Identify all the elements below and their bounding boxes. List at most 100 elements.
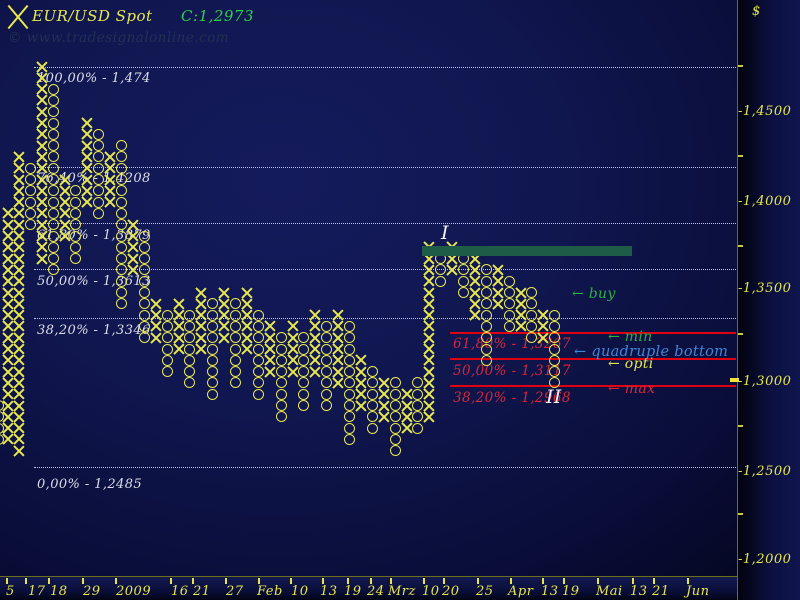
pnf-x-mark — [424, 298, 435, 309]
pnf-o-mark — [549, 354, 561, 366]
pnf-x-mark — [82, 140, 93, 151]
pnf-o-mark — [138, 230, 150, 242]
pnf-o-mark — [138, 320, 150, 332]
pnf-x-mark — [13, 253, 24, 264]
pnf-x-mark — [36, 140, 47, 151]
pnf-o-mark — [389, 388, 401, 400]
time-axis-strip[interactable] — [0, 576, 737, 600]
pnf-o-mark — [549, 377, 561, 389]
time-axis-tick — [115, 578, 117, 584]
pnf-o-mark — [275, 377, 287, 389]
pnf-o-mark — [366, 388, 378, 400]
time-axis-tick — [390, 578, 392, 584]
pnf-x-mark — [2, 208, 13, 219]
pnf-x-mark — [2, 344, 13, 355]
pnf-o-mark — [47, 207, 59, 219]
pnf-x-mark — [13, 264, 24, 275]
pnf-x-mark — [424, 377, 435, 388]
pnf-o-mark — [184, 377, 196, 389]
pnf-o-mark — [321, 366, 333, 378]
pnf-o-mark — [207, 343, 219, 355]
pnf-o-mark — [298, 400, 310, 411]
price-axis-minor-tick — [738, 155, 743, 157]
pnf-o-mark — [207, 320, 219, 332]
pnf-x-mark — [515, 310, 526, 321]
pnf-x-mark — [219, 321, 230, 332]
pnf-o-mark — [344, 320, 355, 332]
pnf-o-mark — [138, 253, 150, 265]
pnf-o-mark — [184, 309, 196, 321]
fib-retracement-line — [34, 269, 736, 270]
time-axis-label: 19 — [562, 584, 580, 599]
time-axis-tick — [25, 578, 27, 584]
pnf-x-mark — [36, 106, 47, 117]
pnf-x-mark — [355, 355, 366, 366]
pnf-o-mark — [366, 422, 378, 434]
pnf-o-mark — [70, 207, 82, 219]
time-axis-tick — [443, 578, 445, 584]
pnf-o-mark — [47, 264, 59, 276]
time-axis-tick — [542, 578, 544, 584]
pnf-o-mark — [549, 366, 561, 378]
pnf-x-mark — [2, 287, 13, 298]
pnf-x-mark — [13, 197, 24, 208]
pnf-o-mark — [47, 219, 59, 231]
pnf-o-mark — [207, 377, 219, 389]
pnf-x-mark — [173, 344, 184, 355]
pnf-x-mark — [82, 197, 93, 208]
pnf-o-mark — [230, 320, 241, 332]
pnf-x-mark — [538, 310, 549, 321]
pnf-o-mark — [230, 332, 241, 344]
pnf-x-mark — [424, 332, 435, 343]
price-axis-strip[interactable] — [737, 0, 800, 600]
pnf-o-mark — [207, 298, 219, 310]
pnf-o-mark — [275, 388, 287, 400]
pnf-x-mark — [492, 276, 503, 287]
pnf-o-mark — [321, 343, 333, 355]
currency-unit-label: $ — [752, 4, 761, 19]
time-axis-tick — [423, 578, 425, 584]
pnf-o-mark — [298, 343, 310, 355]
pnf-x-mark — [196, 298, 207, 309]
time-axis-label: 20 — [442, 584, 460, 599]
pnf-o-mark — [252, 366, 264, 378]
pnf-o-mark — [161, 366, 173, 378]
time-axis-tick — [632, 578, 634, 584]
pnf-x-mark — [36, 242, 47, 253]
pnf-x-mark — [2, 423, 13, 434]
pnf-o-mark — [161, 320, 173, 332]
pnf-x-mark — [355, 389, 366, 400]
pnf-x-mark — [36, 219, 47, 230]
pnf-x-mark — [173, 321, 184, 332]
pnf-o-mark — [161, 354, 173, 366]
pnf-o-mark — [252, 388, 264, 400]
pnf-o-mark — [230, 366, 241, 378]
pnf-o-mark — [184, 343, 196, 355]
time-axis-label: Mai — [596, 584, 623, 599]
pnf-o-mark — [480, 343, 492, 355]
price-axis-minor-tick — [738, 425, 743, 427]
pnf-x-mark — [2, 389, 13, 400]
pnf-o-mark — [24, 207, 36, 219]
time-axis-label: 21 — [193, 584, 211, 599]
price-axis-minor-tick — [738, 513, 743, 515]
pnf-o-mark — [503, 275, 515, 287]
pnf-o-mark — [480, 309, 492, 321]
pnf-o-mark — [116, 275, 127, 287]
pnf-x-mark — [127, 219, 138, 230]
pnf-x-mark — [469, 287, 480, 298]
pnf-x-mark — [310, 366, 321, 377]
pnf-x-mark — [196, 287, 207, 298]
pnf-x-mark — [355, 377, 366, 388]
pnf-x-mark — [2, 377, 13, 388]
pnf-o-mark — [252, 309, 264, 321]
pnf-o-mark — [116, 140, 127, 152]
fib-secondary-line — [450, 385, 736, 387]
pnf-o-mark — [93, 151, 105, 163]
pnf-o-mark — [389, 377, 401, 389]
pnf-x-mark — [333, 332, 344, 343]
annotation: I — [441, 222, 449, 244]
pnf-o-mark — [298, 354, 310, 366]
pnf-x-mark — [424, 389, 435, 400]
